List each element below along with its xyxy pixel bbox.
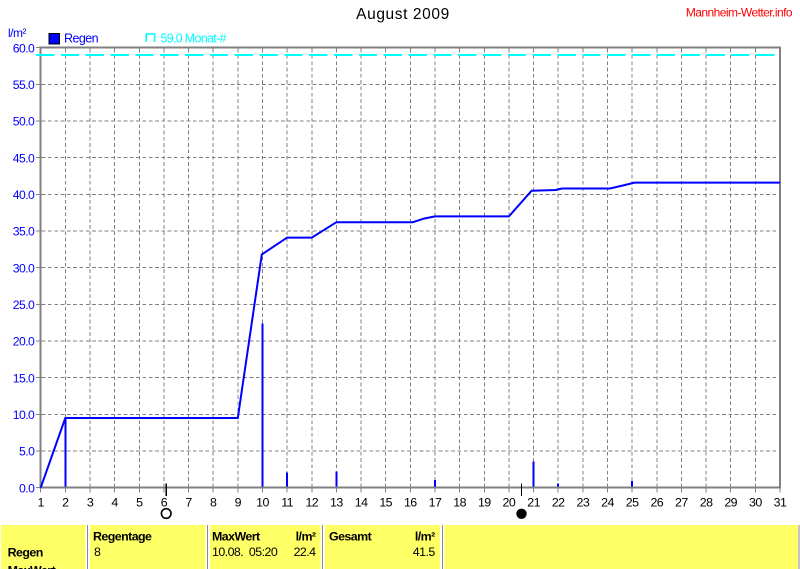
svg-text:MaxWert: MaxWert (8, 564, 56, 569)
svg-text:21: 21 (527, 495, 540, 509)
svg-text:9: 9 (235, 495, 242, 509)
svg-text:41.5: 41.5 (413, 545, 436, 559)
svg-text:26: 26 (650, 495, 663, 509)
svg-text:Regen: Regen (8, 545, 43, 559)
svg-text:14: 14 (355, 495, 368, 509)
svg-text:30.0: 30.0 (13, 261, 35, 275)
svg-text:59.0 Monat-#: 59.0 Monat-# (161, 31, 227, 45)
svg-text:30: 30 (749, 495, 762, 509)
svg-text:3: 3 (87, 495, 94, 509)
svg-text:17: 17 (429, 495, 442, 509)
svg-text:13: 13 (330, 495, 343, 509)
svg-text:10.08. 05:20: 10.08. 05:20 (212, 545, 278, 559)
svg-text:29: 29 (724, 495, 737, 509)
svg-text:15: 15 (379, 495, 392, 509)
svg-text:25: 25 (626, 495, 639, 509)
svg-text:2: 2 (62, 495, 69, 509)
svg-text:Regentage: Regentage (93, 530, 152, 544)
svg-text:35.0: 35.0 (13, 225, 35, 239)
svg-text:28: 28 (700, 495, 713, 509)
svg-text:11: 11 (281, 495, 293, 509)
svg-text:22: 22 (552, 495, 565, 509)
svg-text:7: 7 (185, 495, 192, 509)
svg-text:27: 27 (675, 495, 688, 509)
svg-text:0.0: 0.0 (19, 481, 35, 495)
svg-text:10: 10 (256, 495, 269, 509)
svg-text:15.0: 15.0 (13, 371, 35, 385)
svg-text:16: 16 (404, 495, 417, 509)
svg-text:8: 8 (210, 495, 217, 509)
svg-text:5.0: 5.0 (19, 445, 35, 459)
svg-text:l/m²: l/m² (8, 26, 26, 40)
svg-text:5: 5 (136, 495, 143, 509)
svg-text:MaxWert: MaxWert (212, 530, 260, 544)
svg-text:18: 18 (453, 495, 466, 509)
svg-text:12: 12 (305, 495, 318, 509)
svg-text:Regen: Regen (64, 31, 99, 45)
svg-text:6: 6 (161, 495, 168, 509)
svg-text:40.0: 40.0 (13, 188, 35, 202)
svg-text:Mannheim-Wetter.info: Mannheim-Wetter.info (686, 6, 793, 20)
svg-text:60.0: 60.0 (13, 41, 35, 55)
svg-text:23: 23 (577, 495, 590, 509)
svg-text:50.0: 50.0 (13, 115, 35, 129)
svg-text:20: 20 (503, 495, 516, 509)
svg-text:25.0: 25.0 (13, 298, 35, 312)
svg-text:August 2009: August 2009 (356, 6, 450, 23)
svg-text:8: 8 (94, 545, 101, 559)
svg-text:19: 19 (478, 495, 491, 509)
svg-text:24: 24 (601, 495, 614, 509)
svg-text:l/m²: l/m² (415, 530, 435, 544)
svg-text:22.4: 22.4 (294, 545, 317, 559)
svg-text:10.0: 10.0 (13, 408, 35, 422)
svg-text:Gesamt: Gesamt (329, 530, 372, 544)
svg-text:20.0: 20.0 (13, 335, 35, 349)
svg-text:1: 1 (38, 495, 45, 509)
svg-text:31: 31 (774, 495, 787, 509)
svg-text:4: 4 (111, 495, 118, 509)
svg-text:45.0: 45.0 (13, 151, 35, 165)
svg-text:l/m²: l/m² (296, 530, 316, 544)
svg-text:55.0: 55.0 (13, 78, 35, 92)
